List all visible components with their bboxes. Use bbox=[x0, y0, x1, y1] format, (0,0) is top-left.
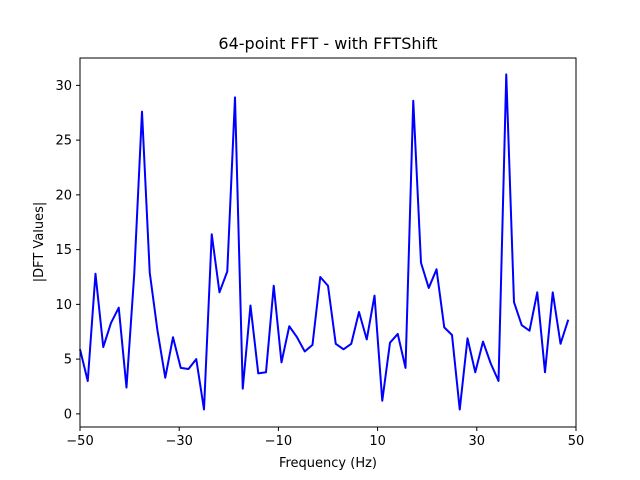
plot-area bbox=[79, 73, 570, 411]
x-tick-label: 30 bbox=[469, 434, 486, 449]
y-tick-label: 20 bbox=[55, 188, 72, 203]
y-tick-label: 10 bbox=[55, 298, 72, 313]
dft-magnitude-line bbox=[79, 73, 570, 411]
y-tick-label: 30 bbox=[55, 79, 72, 94]
x-tick-label: −10 bbox=[265, 434, 292, 449]
axis-ticks: −50 −30 −10 10 30 50 0 5 10 15 20 25 30 bbox=[55, 79, 584, 449]
y-tick-label: 5 bbox=[64, 353, 72, 368]
x-tick-label: −30 bbox=[165, 434, 192, 449]
y-tick-label: 25 bbox=[55, 134, 72, 149]
axes-frame bbox=[79, 57, 577, 428]
x-tick-label: 10 bbox=[369, 434, 386, 449]
y-tick-label: 0 bbox=[64, 407, 72, 422]
y-tick-label: 15 bbox=[55, 243, 72, 258]
x-axis-label: Frequency (Hz) bbox=[279, 456, 377, 471]
chart-title: 64-point FFT - with FFTShift bbox=[218, 34, 437, 53]
x-tick-label: 50 bbox=[568, 434, 585, 449]
y-axis-label: |DFT Values| bbox=[32, 202, 47, 283]
x-tick-label: −50 bbox=[66, 434, 93, 449]
